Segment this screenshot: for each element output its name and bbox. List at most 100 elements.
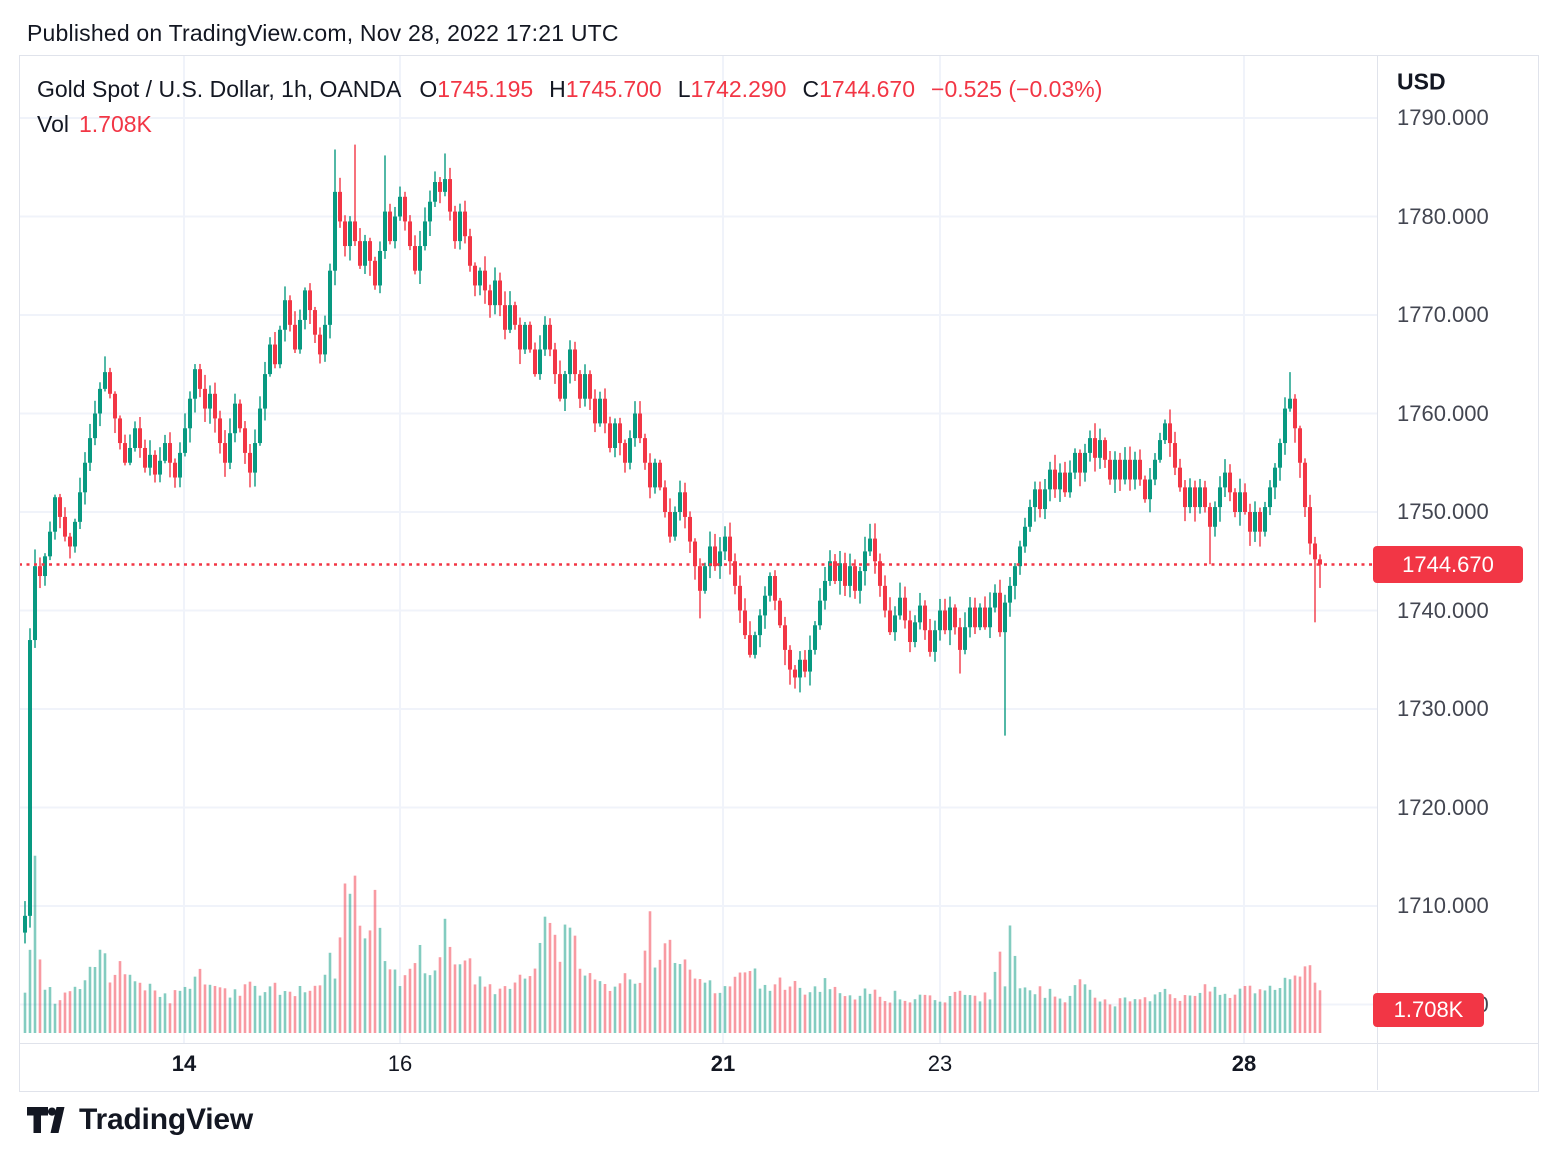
volume-bar: [568, 927, 572, 1033]
candle-body: [768, 576, 772, 596]
volume-pane: [23, 855, 1322, 1033]
volume-bar: [1093, 997, 1097, 1033]
candle-body: [203, 388, 207, 409]
volume-bar: [683, 959, 687, 1033]
volume-bar: [688, 969, 692, 1033]
candle-body: [528, 324, 532, 350]
volume-bar: [303, 992, 307, 1033]
candle-body: [1293, 398, 1297, 429]
candle-body: [78, 492, 82, 522]
candle-body: [473, 265, 477, 286]
volume-bar: [418, 944, 422, 1033]
volume-bar: [1058, 998, 1062, 1033]
candle-body: [953, 607, 957, 628]
candle-body: [1123, 459, 1127, 480]
candle-body: [48, 531, 52, 557]
candle-body: [968, 607, 972, 628]
volume-bar: [848, 995, 852, 1033]
candle-body: [293, 324, 297, 350]
volume-bar: [628, 979, 632, 1033]
volume-bar: [1083, 984, 1087, 1033]
volume-bar: [73, 986, 77, 1033]
volume-bar: [693, 978, 697, 1033]
candle-body: [338, 191, 342, 222]
volume-bar: [1128, 1001, 1132, 1033]
candle-body: [488, 290, 492, 306]
candle-body: [308, 290, 312, 311]
volume-bar: [473, 984, 477, 1033]
candle-body: [728, 536, 732, 562]
volume-bar: [1308, 965, 1312, 1033]
candle-body: [298, 319, 302, 350]
volume-bar: [913, 999, 917, 1033]
volume-bar: [183, 986, 187, 1033]
volume-bar: [888, 1002, 892, 1033]
candle-body: [228, 433, 232, 463]
candle-body: [658, 462, 662, 488]
candle-body: [398, 196, 402, 217]
candle-body: [383, 211, 387, 251]
volume-bar: [948, 995, 952, 1033]
candle-body: [448, 179, 452, 212]
candle-body: [733, 561, 737, 586]
volume-bar: [363, 938, 367, 1033]
candle-body: [1263, 507, 1267, 532]
time-tick-label: 23: [927, 1051, 953, 1076]
volume-bar: [1063, 1002, 1067, 1033]
volume-bar: [153, 990, 157, 1033]
volume-bar: [268, 986, 272, 1033]
volume-bar: [1283, 977, 1287, 1033]
candle-body: [633, 413, 637, 439]
volume-bar: [1018, 988, 1022, 1033]
volume-bar: [818, 991, 822, 1033]
volume-bar: [1233, 994, 1237, 1033]
candle-body: [918, 605, 922, 623]
candle-body: [708, 546, 712, 567]
candle-body: [833, 561, 837, 581]
candle-body: [128, 447, 132, 463]
candle-body: [238, 403, 242, 429]
tradingview-logo-icon: [27, 1107, 65, 1133]
volume-bar: [213, 985, 217, 1033]
candle-body: [668, 512, 672, 537]
candle-body: [903, 597, 907, 621]
volume-bar: [98, 949, 102, 1033]
volume-bar: [368, 930, 372, 1033]
volume-bar: [133, 981, 137, 1033]
candle-body: [73, 521, 77, 547]
candle-body: [408, 221, 412, 247]
candle-body: [973, 607, 977, 628]
price-axis-currency[interactable]: USD: [1397, 68, 1446, 95]
volume-bar: [673, 962, 677, 1033]
volume-bar: [1023, 987, 1027, 1033]
volume-bar: [1148, 1001, 1152, 1033]
candle-body: [68, 536, 72, 547]
candle-body: [803, 659, 807, 672]
candle-body: [928, 630, 932, 652]
candle-body: [498, 280, 502, 306]
candle-body: [1043, 489, 1047, 510]
candle-body: [653, 462, 657, 488]
candle-body: [468, 236, 472, 266]
candle-body: [603, 398, 607, 424]
tradingview-watermark[interactable]: TradingView: [27, 1102, 253, 1138]
volume-bar: [33, 855, 37, 1033]
candle-body: [593, 398, 597, 424]
candle-body: [1268, 487, 1272, 508]
volume-bar: [378, 927, 382, 1033]
candle-body: [838, 563, 842, 581]
candle-body: [678, 492, 682, 512]
volume-bar: [1188, 995, 1192, 1033]
volume-bar: [1118, 998, 1122, 1033]
candle-body: [898, 597, 902, 616]
volume-bar: [548, 922, 552, 1033]
candle-body: [1228, 472, 1232, 493]
volume-bar: [598, 981, 602, 1033]
candle-body: [868, 538, 872, 552]
volume-bar: [163, 993, 167, 1033]
volume-bar: [983, 992, 987, 1033]
candle-body: [673, 512, 677, 537]
volume-bar: [1298, 976, 1302, 1033]
volume-bar: [288, 991, 292, 1033]
